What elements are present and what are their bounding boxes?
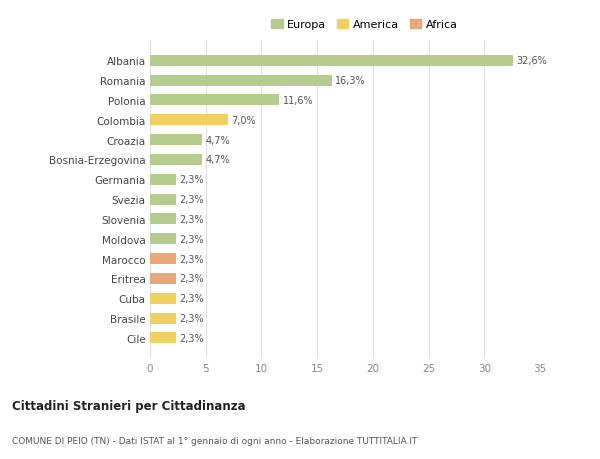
Text: 2,3%: 2,3% bbox=[179, 234, 203, 244]
Text: 2,3%: 2,3% bbox=[179, 254, 203, 264]
Text: 2,3%: 2,3% bbox=[179, 214, 203, 224]
Bar bbox=[150, 253, 176, 264]
Text: COMUNE DI PEIO (TN) - Dati ISTAT al 1° gennaio di ogni anno - Elaborazione TUTTI: COMUNE DI PEIO (TN) - Dati ISTAT al 1° g… bbox=[12, 436, 418, 445]
Bar bbox=[150, 234, 176, 245]
Text: 11,6%: 11,6% bbox=[283, 96, 313, 106]
Text: 2,3%: 2,3% bbox=[179, 313, 203, 324]
Bar bbox=[150, 293, 176, 304]
Bar bbox=[150, 274, 176, 284]
Bar bbox=[150, 333, 176, 344]
Bar bbox=[150, 75, 332, 86]
Text: 2,3%: 2,3% bbox=[179, 274, 203, 284]
Text: 2,3%: 2,3% bbox=[179, 294, 203, 303]
Text: 2,3%: 2,3% bbox=[179, 175, 203, 185]
Bar bbox=[150, 95, 279, 106]
Bar bbox=[150, 194, 176, 205]
Bar bbox=[150, 135, 202, 146]
Text: 32,6%: 32,6% bbox=[517, 56, 547, 66]
Bar bbox=[150, 115, 228, 126]
Bar bbox=[150, 56, 513, 67]
Bar bbox=[150, 155, 202, 166]
Text: Cittadini Stranieri per Cittadinanza: Cittadini Stranieri per Cittadinanza bbox=[12, 399, 245, 412]
Text: 4,7%: 4,7% bbox=[206, 155, 230, 165]
Bar bbox=[150, 214, 176, 225]
Text: 2,3%: 2,3% bbox=[179, 333, 203, 343]
Text: 4,7%: 4,7% bbox=[206, 135, 230, 146]
Bar bbox=[150, 174, 176, 185]
Bar bbox=[150, 313, 176, 324]
Text: 2,3%: 2,3% bbox=[179, 195, 203, 205]
Text: 16,3%: 16,3% bbox=[335, 76, 365, 86]
Legend: Europa, America, Africa: Europa, America, Africa bbox=[267, 15, 462, 34]
Text: 7,0%: 7,0% bbox=[232, 116, 256, 125]
